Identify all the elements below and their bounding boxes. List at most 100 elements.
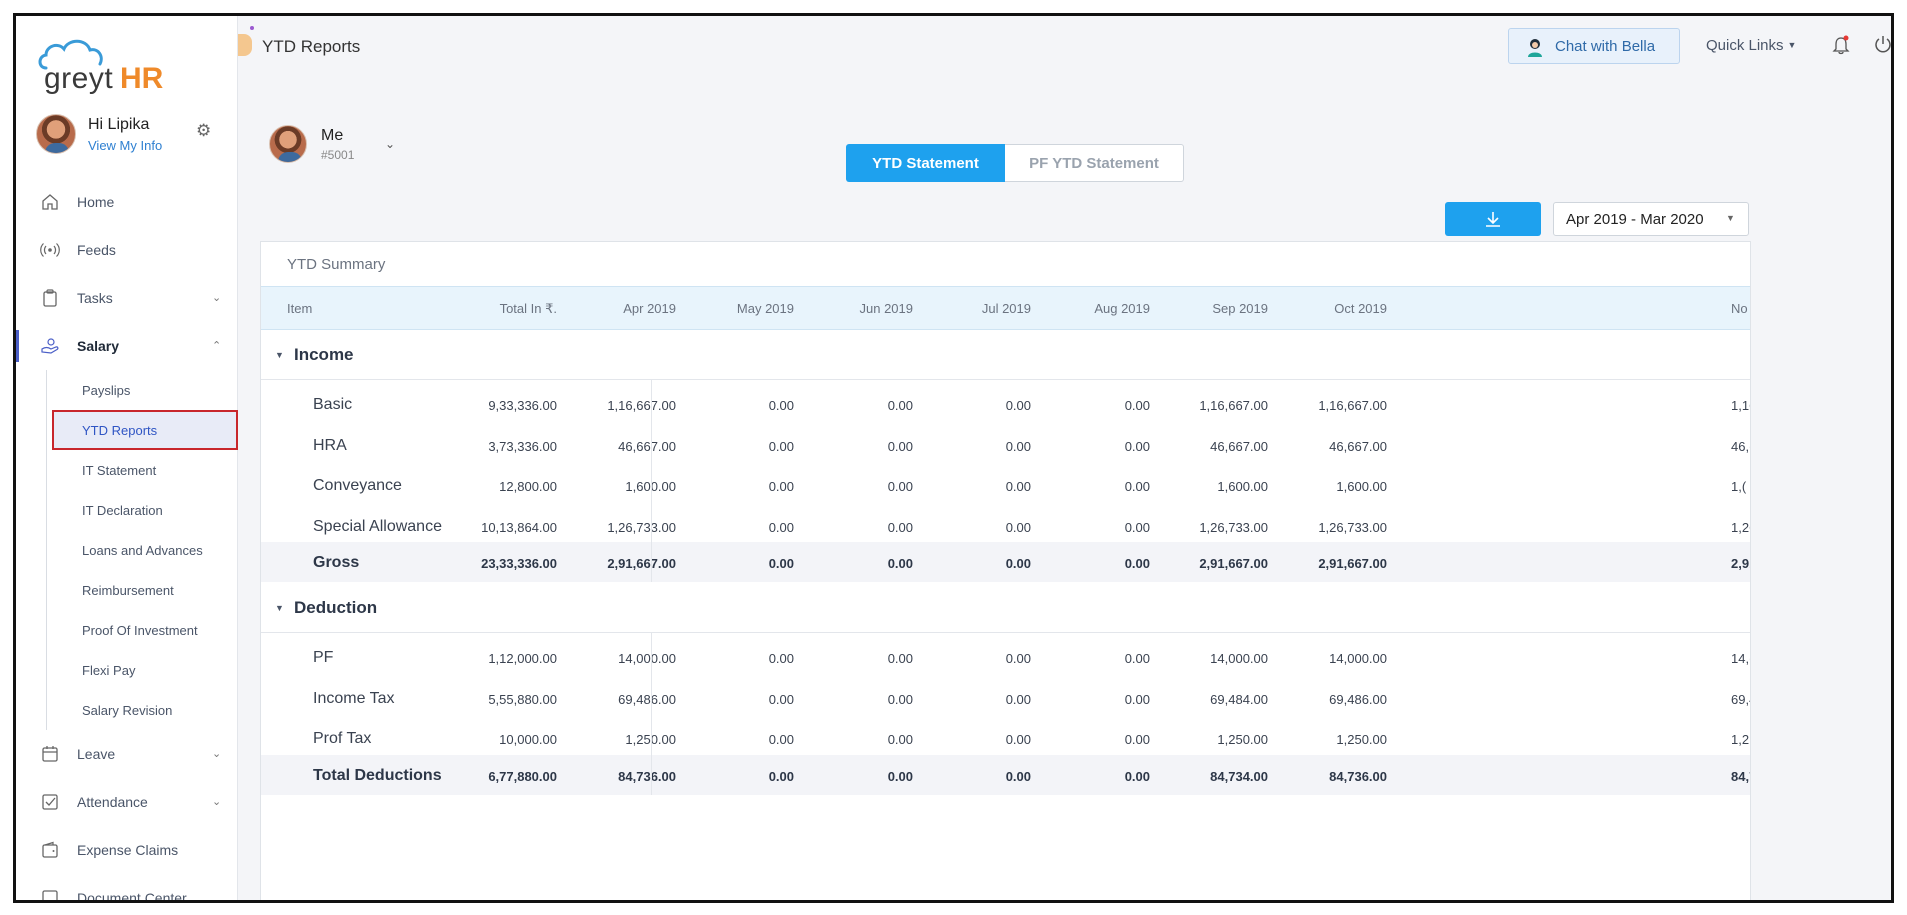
salary-hand-icon xyxy=(41,338,59,354)
sidebar-subitem-label: IT Statement xyxy=(82,462,157,478)
page-decor-icon xyxy=(238,26,254,56)
row-label: Special Allowance xyxy=(313,517,442,535)
bell-icon[interactable] xyxy=(1832,35,1850,55)
view-my-info-link[interactable]: View My Info xyxy=(88,138,163,153)
sidebar-subitem-loans-and-advances[interactable]: Loans and Advances xyxy=(16,530,238,570)
sidebar-subitem-salary-revision[interactable]: Salary Revision xyxy=(16,690,238,730)
table-cell: 69,4 xyxy=(1731,691,1750,707)
sidebar-item-document-center[interactable]: Document Center xyxy=(16,874,238,900)
salary-submenu: Payslips YTD Reports IT Statement IT Dec… xyxy=(16,370,238,730)
avatar[interactable] xyxy=(36,114,76,154)
employee-name: Me xyxy=(321,127,344,144)
sidebar-item-leave[interactable]: Leave ⌄ xyxy=(16,730,238,778)
quick-links-dropdown[interactable]: Quick Links ▼ xyxy=(1706,37,1796,54)
download-button[interactable] xyxy=(1445,202,1541,236)
table-cell: 0.00 xyxy=(768,651,794,666)
row-label: PF xyxy=(313,649,334,666)
employee-selector[interactable]: Me #5001 ⌄ xyxy=(269,125,409,169)
sidebar-subitem-payslips[interactable]: Payslips xyxy=(16,370,238,410)
table-cell: 46,667.00 xyxy=(1210,438,1268,454)
column-header-total: Total In ₹. xyxy=(499,301,557,316)
sidebar-item-feeds[interactable]: Feeds xyxy=(16,226,238,274)
cloud-logo-icon xyxy=(38,39,103,70)
column-divider xyxy=(651,380,652,582)
calendar-icon xyxy=(42,746,58,762)
chat-with-bella-button[interactable]: Chat with Bella xyxy=(1508,28,1680,64)
sidebar-subitem-ytd-reports[interactable]: YTD Reports xyxy=(16,410,238,450)
sidebar-item-tasks[interactable]: Tasks ⌄ xyxy=(16,274,238,322)
table-cell: 1,26,733.00 xyxy=(607,519,676,535)
sidebar-item-label: Attendance xyxy=(77,794,148,810)
greeting: Hi Lipika xyxy=(88,116,150,133)
table-cell: 2,91,( xyxy=(1731,556,1750,571)
main-content: Me #5001 ⌄ YTD Statement PF YTD Statemen… xyxy=(238,71,1891,900)
table-cell: 0.00 xyxy=(887,732,913,747)
table-cell: 1,16,( xyxy=(1731,398,1750,413)
table-cell: 0.00 xyxy=(1124,479,1150,494)
gear-icon[interactable]: ⚙ xyxy=(196,121,212,140)
home-icon xyxy=(42,194,58,210)
section-income[interactable]: ▼ Income xyxy=(261,330,1750,380)
sidebar-subitem-label: IT Declaration xyxy=(82,502,163,518)
sidebar-item-salary[interactable]: Salary ⌃ xyxy=(16,322,238,370)
row-label: Total Deductions xyxy=(313,766,442,784)
table-row: PF 1,12,000.00 14,000.00 0.00 0.00 0.00 0.00 14… xyxy=(261,633,1750,674)
table-cell: 1,16,667.00 xyxy=(1318,398,1387,413)
table-cell: 69,486.00 xyxy=(1329,691,1387,707)
table-cell: 14,000.00 xyxy=(1329,651,1387,666)
table-cell: 1,600.00 xyxy=(625,479,676,494)
sidebar-subitem-label: Proof Of Investment xyxy=(82,622,198,638)
caret-down-icon[interactable]: ▼ xyxy=(275,603,284,613)
sidebar-subitem-it-statement[interactable]: IT Statement xyxy=(16,450,238,490)
row-label: Basic xyxy=(313,396,353,413)
table-cell: 1,600.00 xyxy=(1336,479,1387,494)
row-label: Gross xyxy=(313,554,360,571)
table-cell: 0.00 xyxy=(1124,398,1150,413)
table-cell: 0.00 xyxy=(1124,556,1150,571)
tab-ytd-statement[interactable]: YTD Statement xyxy=(846,144,1005,182)
table-cell: 0.00 xyxy=(887,651,913,666)
power-icon[interactable] xyxy=(1873,34,1893,54)
table-cell: 0.00 xyxy=(1124,438,1150,454)
table-cell: 0.00 xyxy=(1124,651,1150,666)
sidebar-subitem-reimbursement[interactable]: Reimbursement xyxy=(16,570,238,610)
table-cell: 84,7 xyxy=(1731,768,1750,784)
table-cell: 1,12,000.00 xyxy=(488,651,557,666)
sidebar-subitem-proof-of-investment[interactable]: Proof Of Investment xyxy=(16,610,238,650)
wallet-icon xyxy=(42,841,58,858)
avatar xyxy=(269,125,307,163)
column-header-sep: Sep 2019 xyxy=(1212,301,1268,316)
table-cell: 10,13,864.00 xyxy=(481,519,557,535)
table-row: Prof Tax 10,000.00 1,250.00 0.00 0.00 0.00 0.0… xyxy=(261,714,1750,755)
submenu-guide-line xyxy=(46,370,47,730)
sidebar: greyt HR Hi Lipika View My Info ⚙ Home F… xyxy=(16,16,238,900)
table-cell: 9,33,336.00 xyxy=(488,398,557,413)
table-cell: 69,486.00 xyxy=(618,691,676,707)
table-cell: 1,250.00 xyxy=(1336,732,1387,747)
tab-pf-ytd-statement[interactable]: PF YTD Statement xyxy=(1005,144,1184,182)
table-cell: 23,33,336.00 xyxy=(481,556,557,571)
sidebar-item-attendance[interactable]: Attendance ⌄ xyxy=(16,778,238,826)
quick-links-label: Quick Links xyxy=(1706,37,1784,54)
table-cell: 0.00 xyxy=(1124,732,1150,747)
caret-down-icon: ▼ xyxy=(1726,213,1735,223)
sidebar-subitem-label: Reimbursement xyxy=(82,582,174,598)
sidebar-subitem-label: Salary Revision xyxy=(82,702,173,718)
sidebar-item-home[interactable]: Home xyxy=(16,178,238,226)
period-select[interactable]: Apr 2019 - Mar 2020 ▼ xyxy=(1553,202,1749,236)
table-cell: 0.00 xyxy=(887,398,913,413)
section-deduction[interactable]: ▼ Deduction xyxy=(261,583,1750,633)
sidebar-subitem-it-declaration[interactable]: IT Declaration xyxy=(16,490,238,530)
table-cell: 0.00 xyxy=(887,556,913,571)
table-cell: 0.00 xyxy=(1005,651,1031,666)
caret-down-icon[interactable]: ▼ xyxy=(275,350,284,360)
logo-text-left: greyt xyxy=(44,62,114,95)
table-cell: 84,736.00 xyxy=(1329,768,1387,784)
sidebar-item-expense-claims[interactable]: Expense Claims xyxy=(16,826,238,874)
table-cell: 1,26,733.00 xyxy=(1318,519,1387,535)
selected-highlight xyxy=(52,410,238,450)
document-icon xyxy=(42,890,58,900)
sidebar-subitem-flexi-pay[interactable]: Flexi Pay xyxy=(16,650,238,690)
table-cell: 84,736.00 xyxy=(618,768,676,784)
greythr-logo[interactable]: greyt HR xyxy=(36,34,186,95)
